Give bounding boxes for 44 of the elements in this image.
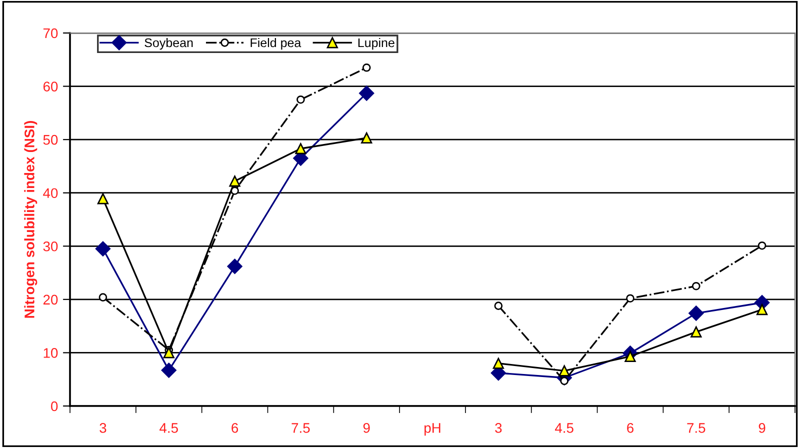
point [359,86,374,101]
y-axis-title: Nitrogen solubility index (NSI) [24,121,38,318]
point [692,282,700,290]
point [97,193,109,204]
point [626,294,634,303]
point [558,365,570,376]
legend-label: Soybean [144,38,193,50]
y-tick-label: 0 [51,401,58,412]
point [161,362,176,378]
point [227,258,242,274]
x-tick-label: 6 [232,423,238,433]
y-tick-label: 30 [43,241,58,252]
x-tick-label: 9 [363,423,370,433]
point [492,358,504,369]
x-tick-label: 4.5 [160,423,178,433]
point [361,132,372,144]
y-tick-label: 50 [43,134,58,145]
point [229,176,240,187]
legend-label: Field pea [250,38,302,50]
point [756,304,768,316]
x-tick-label: 9 [758,423,766,433]
point [163,347,174,358]
x-tick-label: 7.5 [292,423,310,433]
y-tick-label: 40 [43,188,58,198]
point [758,241,766,250]
legend-label: Lupine [358,38,394,50]
y-tick-label: 20 [43,294,58,305]
point [295,143,306,154]
x-tick-label: 4.5 [554,423,574,433]
y-tick-label: 70 [43,28,58,38]
x-tick-label: 3 [495,423,502,433]
x-tick-label: 6 [627,423,634,433]
point [296,95,305,104]
point [98,293,108,302]
y-tick-label: 10 [44,348,58,358]
x-tick-label: 3 [100,423,106,433]
x-tick-label: 7.5 [687,423,706,433]
point [690,326,702,338]
point [362,63,371,72]
point [688,306,704,321]
y-tick-label: 60 [43,82,58,92]
point [95,241,111,256]
point [494,302,503,310]
x-tick-label: pH [424,423,440,436]
